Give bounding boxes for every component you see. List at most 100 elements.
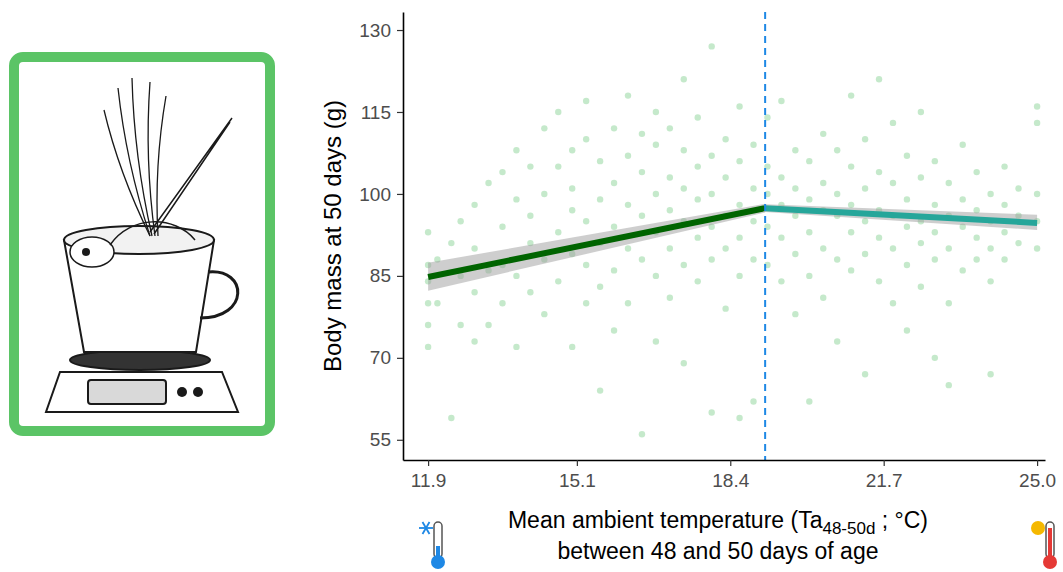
data-point <box>541 125 547 131</box>
data-point <box>778 98 784 104</box>
data-point <box>448 240 454 246</box>
data-point <box>708 43 714 49</box>
scale-display <box>88 380 166 404</box>
tick: 85 <box>370 265 403 286</box>
bird-head <box>70 237 114 267</box>
tick-label: 11.9 <box>411 470 447 491</box>
data-point <box>862 185 868 191</box>
data-point <box>625 202 631 208</box>
data-point <box>932 158 938 164</box>
data-point <box>499 300 505 306</box>
x-axis-title-main: Mean ambient temperature (Ta <box>508 507 823 533</box>
data-point <box>583 262 589 268</box>
data-point <box>695 234 701 240</box>
data-point <box>555 163 561 169</box>
data-point <box>960 196 966 202</box>
data-point <box>806 398 812 404</box>
data-point <box>555 229 561 235</box>
tick: 130 <box>359 20 403 41</box>
tick-label: 115 <box>361 102 391 123</box>
data-point <box>485 180 491 186</box>
tick-label: 100 <box>359 184 391 205</box>
data-point <box>792 311 798 317</box>
data-point <box>722 174 728 180</box>
data-point <box>527 163 533 169</box>
data-point <box>904 152 910 158</box>
data-point <box>1034 120 1040 126</box>
tick-mark <box>397 276 403 277</box>
data-point <box>890 120 896 126</box>
data-point <box>527 289 533 295</box>
data-point <box>932 229 938 235</box>
data-point <box>1034 191 1040 197</box>
thermometer-bulb <box>431 555 445 569</box>
tick: 11.9 <box>411 460 447 491</box>
data-point <box>583 218 589 224</box>
data-point <box>987 191 993 197</box>
data-point <box>555 278 561 284</box>
thermometer-tube <box>434 522 442 558</box>
data-point <box>973 256 979 262</box>
data-point <box>1034 245 1040 251</box>
data-point <box>639 131 645 137</box>
thermometer-level <box>1048 528 1052 558</box>
data-point <box>946 300 952 306</box>
tick: 55 <box>370 429 403 450</box>
tick-mark <box>397 358 403 359</box>
bird-wing <box>104 110 150 236</box>
data-point <box>471 338 477 344</box>
tick-label: 130 <box>359 20 391 41</box>
x-axis-title-subscript: 48-50d <box>822 519 875 538</box>
data-point <box>820 180 826 186</box>
data-point <box>639 213 645 219</box>
data-point <box>639 256 645 262</box>
data-point <box>541 191 547 197</box>
data-point <box>918 284 924 290</box>
data-point <box>708 409 714 415</box>
data-point <box>527 213 533 219</box>
confidence-band <box>765 204 1037 230</box>
tick-label: 15.1 <box>559 470 596 491</box>
data-point <box>625 92 631 98</box>
data-point <box>890 180 896 186</box>
data-point <box>806 196 812 202</box>
data-point <box>569 147 575 153</box>
data-point <box>681 360 687 366</box>
data-point <box>667 207 673 213</box>
data-point <box>848 267 854 273</box>
data-point <box>425 229 431 235</box>
data-point <box>1001 163 1007 169</box>
snowflake-stroke <box>423 522 430 534</box>
thermometer-bulb <box>1043 555 1057 569</box>
data-point <box>736 234 742 240</box>
data-point <box>736 103 742 109</box>
bird-body <box>110 222 195 245</box>
data-point <box>695 163 701 169</box>
data-point <box>569 207 575 213</box>
y-axis-title: Body mass at 50 days (g) <box>319 100 346 372</box>
plot-area <box>425 12 1040 460</box>
data-point <box>639 431 645 437</box>
data-point <box>583 98 589 104</box>
data-point <box>890 300 896 306</box>
data-point <box>862 218 868 224</box>
x-axis-title-line2: between 48 and 50 days of age <box>558 538 879 564</box>
chart: 11.915.118.421.725.0557085100115130Body … <box>0 0 1063 572</box>
data-point <box>946 382 952 388</box>
data-point <box>932 355 938 361</box>
hot-icon <box>1031 521 1057 569</box>
tick-mark <box>1037 460 1038 466</box>
data-point <box>653 191 659 197</box>
illustration-frame <box>14 57 270 431</box>
data-point <box>513 344 519 350</box>
data-point <box>750 185 756 191</box>
data-point <box>778 278 784 284</box>
data-point <box>736 273 742 279</box>
tick-label: 18.4 <box>712 470 749 491</box>
data-point <box>425 322 431 328</box>
data-point <box>834 338 840 344</box>
data-point <box>569 344 575 350</box>
data-point <box>541 311 547 317</box>
data-point <box>806 229 812 235</box>
data-point <box>750 218 756 224</box>
